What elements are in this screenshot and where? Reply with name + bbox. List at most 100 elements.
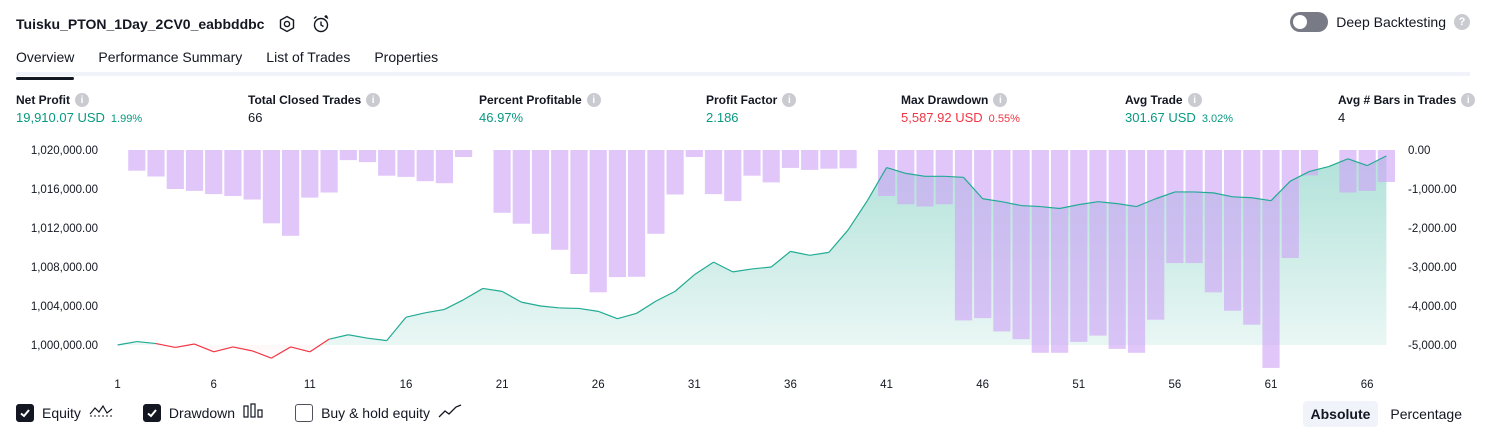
equity-line-segment [540, 305, 560, 309]
x-axis-tick-label: 26 [592, 379, 605, 391]
drawdown-bar [416, 150, 434, 182]
chart-legend: Equity Drawdown Buy & hold equity [16, 403, 462, 422]
metric-label: Avg # Bars in Trades [1338, 93, 1457, 107]
equity-line-segment [751, 266, 772, 270]
alert-clock-icon[interactable] [310, 13, 332, 35]
tab-overview[interactable]: Overview [16, 40, 75, 80]
mode-percentage[interactable]: Percentage [1390, 406, 1462, 422]
x-axis-tick-label: 61 [1265, 379, 1278, 391]
x-axis-tick-label: 51 [1072, 379, 1085, 391]
equity-line-segment [770, 250, 791, 268]
equity-line-segment [136, 340, 157, 345]
equity-drawdown-chart[interactable]: 1,000,000.00 1,004,000.00 1,008,000.00 1,01… [0, 138, 1486, 400]
metric-value: 19,910.07 USD [16, 110, 105, 125]
report-header: Tuisku_PTON_1Day_2CV0_eabbddbc [16, 10, 332, 38]
x-axis-tick-label: 16 [400, 379, 413, 391]
metric-percent: 0.55% [988, 113, 1020, 125]
info-icon[interactable]: i [1187, 93, 1202, 107]
equity-line-segment [636, 300, 657, 314]
metric-label: Profit Factor [706, 93, 778, 107]
metric-value: 46.97% [479, 110, 524, 125]
drawdown-bar [493, 150, 511, 213]
drawdown-bar [935, 150, 953, 205]
drawdown-bar [878, 150, 896, 196]
drawdown-bar [608, 150, 626, 278]
legend-label: Equity [42, 404, 81, 421]
legend-label: Drawdown [168, 404, 236, 421]
equity-line-segment [1078, 201, 1099, 206]
deep-backtesting-toggle[interactable] [1290, 12, 1329, 32]
help-icon[interactable]: ? [1454, 14, 1470, 30]
equity-line-segment [1251, 197, 1272, 202]
right-axis-tick-label: 0.00 [1408, 145, 1430, 157]
mode-absolute[interactable]: Absolute [1302, 401, 1379, 427]
equity-line-segment [674, 274, 695, 292]
equity-line-segment [790, 250, 810, 256]
metric-label: Net Profit [16, 93, 70, 107]
left-axis-tick-label: 1,016,000.00 [31, 184, 98, 196]
tab-list-of-trades[interactable]: List of Trades [266, 49, 351, 65]
strategy-title: Tuisku_PTON_1Day_2CV0_eabbddbc [16, 16, 265, 32]
equity-line-segment [1021, 204, 1041, 208]
equity-line-segment [847, 200, 868, 231]
equity-line-segment [1232, 196, 1252, 199]
tab-performance-summary[interactable]: Performance Summary [98, 49, 243, 65]
drawdown-bar [378, 150, 396, 176]
drawdown-bar [1243, 150, 1261, 325]
drawdown-bar [743, 150, 761, 176]
equity-line-segment [905, 172, 926, 177]
equity-line-segment [655, 290, 676, 302]
drawdown-bar [781, 150, 799, 168]
info-icon[interactable]: i [586, 93, 601, 107]
equity-line-segment [1309, 165, 1329, 173]
equity-line-segment [1117, 203, 1137, 208]
equity-checkbox[interactable] [16, 403, 34, 422]
equity-line-segment [521, 301, 541, 307]
equity-line-segment [175, 343, 195, 349]
buy-hold-checkbox[interactable] [295, 403, 314, 422]
metric-value: 5,587.92 USD [901, 110, 983, 125]
drawdown-bar [243, 150, 261, 200]
info-icon[interactable]: i [75, 93, 89, 107]
metric-net-profit: Net Profit i 19,910.07 USD 1.99% [16, 93, 142, 125]
equity-line-segment [1213, 192, 1233, 198]
drawdown-bar [1147, 150, 1165, 320]
deep-backtesting-control: Deep Backtesting ? [1290, 12, 1470, 32]
drawdown-bar [224, 150, 242, 196]
legend-buy-hold[interactable]: Buy & hold equity [295, 403, 462, 422]
drawdown-bar [628, 150, 646, 277]
drawdown-bar [993, 150, 1011, 332]
equity-line-segment [155, 342, 176, 349]
drawdown-bar [1281, 150, 1299, 258]
tab-properties[interactable]: Properties [374, 49, 439, 65]
drawdown-bar [147, 150, 165, 177]
right-axis-tick-label: -1,000.00 [1408, 184, 1457, 196]
drawdown-bar [1339, 150, 1357, 193]
drawdown-bar [358, 150, 377, 163]
drawdown-bar [320, 150, 338, 193]
legend-drawdown[interactable]: Drawdown [142, 403, 265, 422]
drawdown-bar [647, 150, 665, 234]
drawdown-bar [570, 150, 588, 274]
drawdown-bar [1185, 150, 1203, 264]
equity-line-segment [1347, 158, 1368, 167]
equity-line-segment [328, 334, 349, 340]
equity-line-segment [597, 310, 618, 320]
settings-icon[interactable] [276, 13, 298, 35]
metric-percent-profitable: Percent Profitable i 46.97% [479, 93, 601, 125]
drawdown-bar [820, 150, 838, 169]
drawdown-checkbox[interactable] [142, 403, 161, 422]
info-icon[interactable]: i [782, 93, 797, 107]
legend-equity[interactable]: Equity [16, 403, 113, 422]
drawdown-bar [704, 150, 723, 195]
equity-line-segment [1059, 204, 1079, 210]
left-axis-tick-label: 1,000,000.00 [31, 340, 98, 352]
x-axis-tick-label: 56 [1169, 379, 1182, 391]
info-icon[interactable]: i [366, 93, 381, 107]
drawdown-bar [397, 150, 415, 177]
info-icon[interactable]: i [993, 93, 1008, 107]
info-icon[interactable]: i [1461, 93, 1476, 107]
equity-line-segment [444, 299, 464, 310]
left-axis-tick-label: 1,012,000.00 [31, 223, 98, 235]
drawdown-bar [1012, 150, 1030, 340]
